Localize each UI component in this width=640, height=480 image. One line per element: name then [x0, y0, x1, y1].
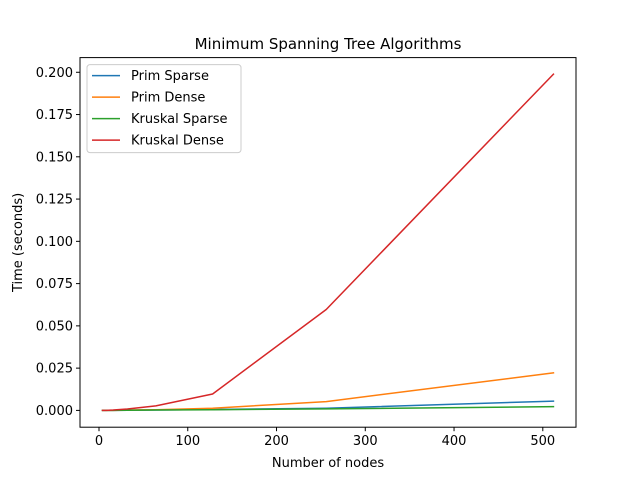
- y-tick-label: 0.000: [36, 404, 73, 419]
- y-tick-label: 0.125: [36, 193, 73, 208]
- x-tick-label: 500: [530, 434, 555, 449]
- x-axis: 0 100 200 300 400 500: [95, 427, 555, 449]
- y-tick-label: 0.025: [36, 362, 73, 377]
- y-tick-label: 0.050: [36, 319, 73, 334]
- x-tick-label: 200: [264, 434, 289, 449]
- x-tick-label: 100: [175, 434, 200, 449]
- series-line-prim-dense: [101, 372, 555, 412]
- x-tick-label: 400: [442, 434, 467, 449]
- series-line-kruskal-dense: [101, 73, 555, 412]
- plot-frame: [79, 57, 577, 428]
- series-line-kruskal-sparse: [101, 405, 555, 412]
- legend: Prim Sparse Prim Dense Kruskal Sparse Krusk…: [86, 64, 242, 154]
- legend-entry: Prim Sparse: [131, 69, 209, 84]
- x-tick-label: 0: [95, 434, 103, 449]
- y-tick-label: 0.100: [36, 235, 73, 250]
- y-tick-label: 0.075: [36, 277, 73, 292]
- plot-lines: [101, 73, 555, 412]
- y-tick-label: 0.150: [36, 150, 73, 165]
- y-axis-label: Time (seconds): [11, 193, 26, 293]
- legend-entry: Kruskal Sparse: [131, 112, 227, 127]
- x-tick-label: 300: [353, 434, 378, 449]
- y-tick-label: 0.200: [36, 66, 73, 81]
- legend-box: [86, 64, 242, 154]
- chart-title: Minimum Spanning Tree Algorithms: [195, 35, 462, 53]
- legend-entry: Kruskal Dense: [131, 134, 224, 149]
- legend-entry: Prim Dense: [131, 91, 205, 106]
- x-axis-label: Number of nodes: [272, 456, 384, 471]
- y-tick-label: 0.175: [36, 108, 73, 123]
- y-axis: 0.000 0.025 0.050 0.075 0.100 0.125 0.150 0.175…: [36, 66, 80, 419]
